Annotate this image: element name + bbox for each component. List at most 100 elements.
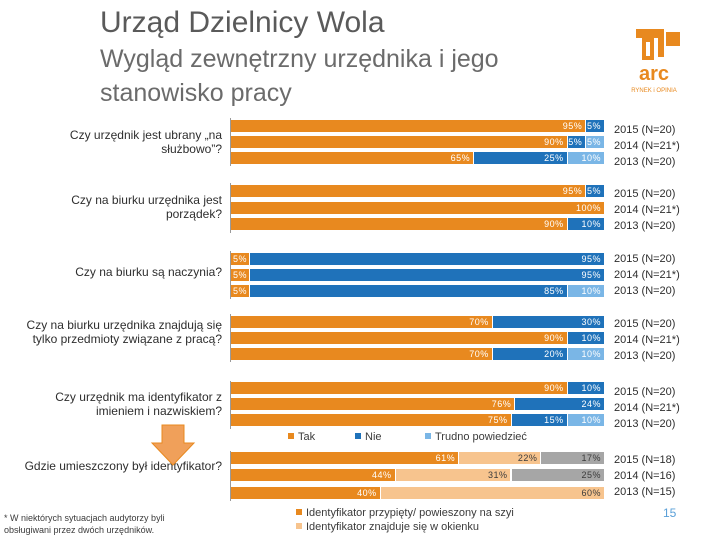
bar-row: 76% 24% (231, 398, 605, 410)
bar-segment: 65% (231, 152, 475, 164)
axis-line (230, 314, 231, 362)
year-label: 2014 (N=21*) (614, 204, 680, 216)
bar-segment: 10% (567, 332, 605, 344)
bar-row: 90% 10% (231, 218, 605, 230)
bar-segment: 44% (231, 469, 396, 481)
bar-value-label: 70% (469, 317, 489, 327)
axis-line (230, 451, 231, 501)
bar-value-label: 44% (372, 470, 392, 480)
bar-value-label: 65% (450, 153, 471, 163)
bar-segment: 5% (567, 136, 587, 148)
bar-segment: 31% (395, 469, 512, 481)
year-label: 2015 (N=18) (614, 454, 676, 466)
bar-segment: 60% (380, 487, 605, 499)
legend-swatch (425, 433, 431, 439)
bar-row: 90% 10% (231, 332, 605, 344)
bar-value-label: 90% (544, 219, 564, 229)
bar-segment: 25% (474, 152, 568, 164)
bar-value-label: 5% (586, 121, 601, 131)
bar-segment: 10% (567, 152, 605, 164)
bar-segment: 24% (515, 398, 605, 410)
bar-segment: 5% (586, 136, 605, 148)
bar-segment: 40% (231, 487, 381, 499)
bar-value-label: 5% (233, 254, 248, 264)
bar-segment: 70% (231, 348, 493, 360)
bar-segment: 61% (231, 452, 460, 464)
bar-value-label: 90% (544, 333, 564, 343)
bar-value-label: 5% (233, 270, 248, 280)
bar-value-label: 10% (581, 333, 601, 343)
page-number: 15 (663, 506, 677, 520)
year-label: 2013 (N=20) (614, 156, 676, 168)
question-label: Czy na biurku są naczynia? (75, 265, 222, 279)
bar-segment: 95% (231, 120, 587, 132)
bar-value-label: 5% (586, 186, 601, 196)
bar-segment: 90% (231, 136, 568, 148)
bar-segment: 22% (459, 452, 542, 464)
bar-row: 70% 20% 10% (231, 348, 605, 360)
legend-label: Identyfikator znajduje się w okienku (306, 521, 480, 533)
bar-value-label: 10% (581, 383, 601, 393)
bar-row: 65% 25% 10% (231, 152, 605, 164)
bar-value-label: 10% (581, 349, 601, 359)
bar-value-label: 70% (469, 349, 489, 359)
axis-line (230, 118, 231, 166)
question-label: Czy urzędnik jest ubrany „na służbowo”? (69, 128, 222, 156)
bar-segment: 90% (231, 218, 568, 230)
bar-row: 75% 15% 10% (231, 414, 605, 426)
bar-segment: 15% (511, 414, 568, 426)
bar-segment: 5% (231, 285, 250, 297)
bar-value-label: 85% (544, 286, 564, 296)
bar-value-label: 25% (581, 470, 601, 480)
legend-item-przypiety: Identyfikator przypięty/ powieszony na s… (296, 507, 514, 519)
bar-row: 44% 31% 25% (231, 469, 605, 481)
legend-item-tak: Tak (288, 431, 315, 443)
bar-value-label: 90% (544, 383, 564, 393)
bar-row: 90% 10% (231, 382, 605, 394)
bar-value-label: 31% (487, 470, 508, 480)
year-label: 2014 (N=16) (614, 470, 676, 482)
year-label: 2013 (N=15) (614, 486, 676, 498)
legend-item-okienko: Identyfikator znajduje się w okienku (296, 521, 479, 533)
bar-segment: 70% (231, 316, 493, 328)
year-label: 2015 (N=20) (614, 188, 676, 200)
bar-value-label: 10% (581, 153, 601, 163)
bar-value-label: 25% (544, 153, 564, 163)
year-label: 2014 (N=21*) (614, 402, 680, 414)
bar-segment: 20% (492, 348, 568, 360)
bar-value-label: 61% (435, 453, 456, 463)
bar-value-label: 5% (586, 137, 601, 147)
bar-segment: 5% (231, 269, 250, 281)
bar-row: 90% 5% 5% (231, 136, 605, 148)
bar-row: 95% 5% (231, 120, 605, 132)
bar-segment: 95% (249, 253, 605, 265)
bar-segment: 90% (231, 382, 568, 394)
legend-item-trudno: Trudno powiedzieć (425, 431, 527, 443)
bar-value-label: 76% (491, 399, 512, 409)
bar-value-label: 95% (562, 121, 583, 131)
bar-segment: 95% (249, 269, 605, 281)
bar-segment: 25% (511, 469, 605, 481)
bar-row: 5% 85% 10% (231, 285, 605, 297)
year-label: 2013 (N=20) (614, 285, 676, 297)
bar-row: 5% 95% (231, 269, 605, 281)
bar-row: 95% 5% (231, 185, 605, 197)
bar-value-label: 95% (562, 186, 583, 196)
bar-row: 61% 22% 17% (231, 452, 605, 464)
legend-swatch (296, 523, 302, 529)
bar-value-label: 24% (581, 399, 601, 409)
bar-value-label: 5% (568, 137, 583, 147)
year-label: 2015 (N=20) (614, 124, 676, 136)
axis-line (230, 251, 231, 299)
year-label: 2015 (N=20) (614, 318, 676, 330)
bar-value-label: 17% (581, 453, 601, 463)
bar-segment: 95% (231, 185, 587, 197)
bar-segment: 75% (231, 414, 512, 426)
bar-segment: 10% (567, 285, 605, 297)
legend-label: Nie (365, 431, 382, 443)
bar-value-label: 30% (581, 317, 601, 327)
legend-swatch (355, 433, 361, 439)
bar-value-label: 22% (517, 453, 538, 463)
bar-value-label: 75% (487, 415, 508, 425)
bar-segment: 10% (567, 382, 605, 394)
